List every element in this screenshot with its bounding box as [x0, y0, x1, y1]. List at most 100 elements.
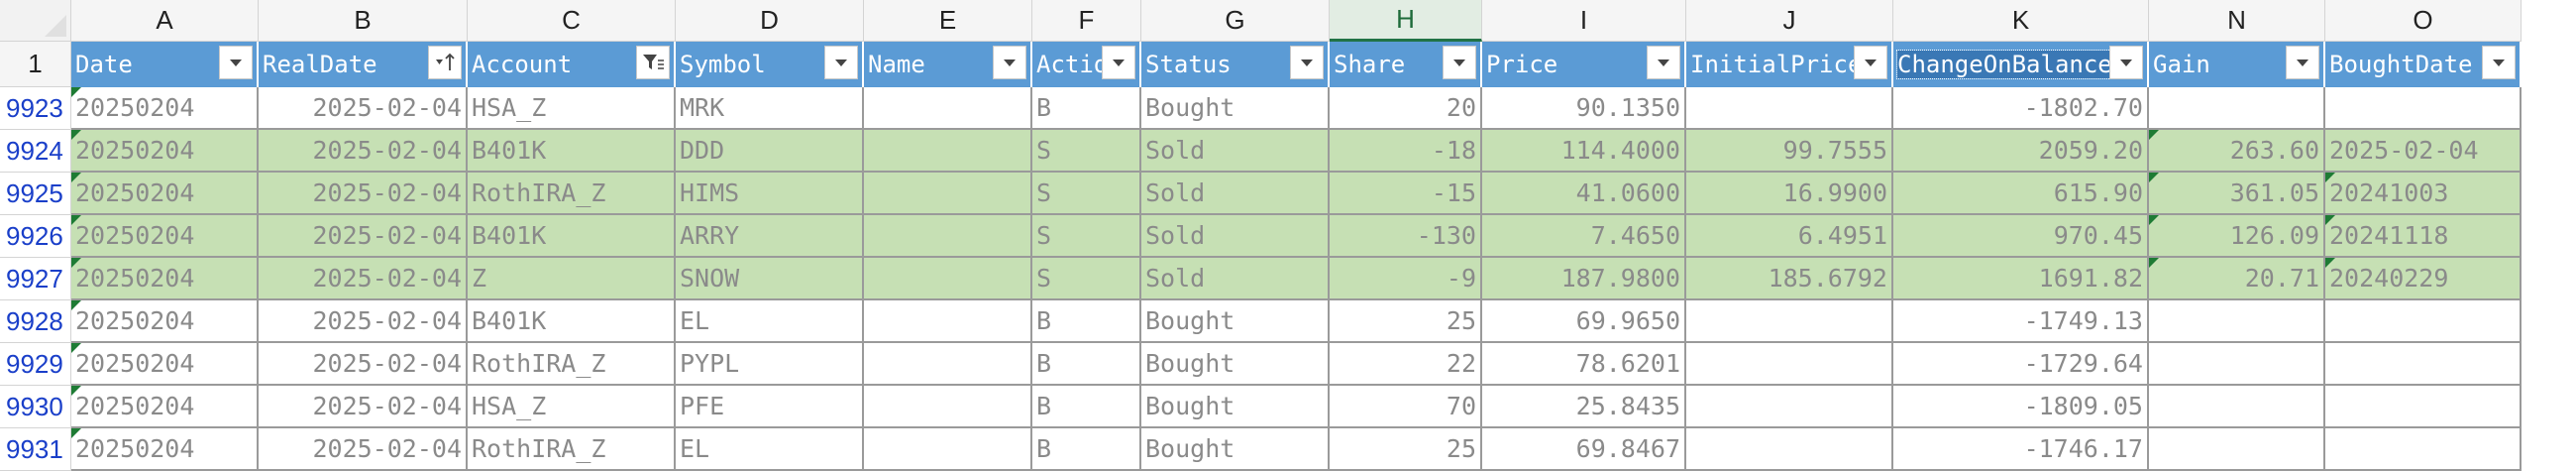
cell-share[interactable]: 25: [1330, 428, 1482, 471]
cell-account[interactable]: RothIRA_Z: [468, 428, 676, 471]
column-letter-i[interactable]: I: [1482, 0, 1686, 42]
cell-changeonbalance[interactable]: -1809.05: [1893, 386, 2149, 428]
cell-changeonbalance[interactable]: -1749.13: [1893, 300, 2149, 343]
cell-share[interactable]: 70: [1330, 386, 1482, 428]
cell-realdate[interactable]: 2025-02-04: [259, 300, 468, 343]
filter-dropdown-button[interactable]: [824, 46, 858, 79]
cell-initialprice[interactable]: 6.4951: [1686, 215, 1893, 258]
cell-symbol[interactable]: EL: [676, 300, 864, 343]
header-cell-price[interactable]: Price: [1482, 42, 1686, 87]
cell-price[interactable]: 7.4650: [1482, 215, 1686, 258]
header-cell-share[interactable]: Share: [1330, 42, 1482, 87]
cell-action[interactable]: S: [1032, 258, 1141, 300]
cell-name[interactable]: [864, 130, 1032, 173]
cell-boughtdate[interactable]: 2025-02-04: [2325, 130, 2522, 173]
cell-account[interactable]: HSA_Z: [468, 386, 676, 428]
filter-dropdown-button[interactable]: [1647, 46, 1680, 79]
cell-share[interactable]: -15: [1330, 173, 1482, 215]
cell-name[interactable]: [864, 258, 1032, 300]
cell-account[interactable]: B401K: [468, 130, 676, 173]
cell-action[interactable]: S: [1032, 173, 1141, 215]
cell-gain[interactable]: 263.60: [2149, 130, 2325, 173]
cell-price[interactable]: 25.8435: [1482, 386, 1686, 428]
filter-dropdown-button[interactable]: [2109, 46, 2143, 79]
column-letter-c[interactable]: C: [468, 0, 676, 42]
cell-share[interactable]: -130: [1330, 215, 1482, 258]
cell-date[interactable]: 20250204: [71, 386, 259, 428]
filter-dropdown-button[interactable]: [636, 46, 670, 79]
cell-changeonbalance[interactable]: 615.90: [1893, 173, 2149, 215]
cell-status[interactable]: Bought: [1141, 87, 1330, 130]
header-cell-date[interactable]: Date: [71, 42, 259, 87]
column-letter-a[interactable]: A: [71, 0, 259, 42]
column-letter-j[interactable]: J: [1686, 0, 1893, 42]
row-number[interactable]: 9925: [0, 173, 71, 215]
cell-status[interactable]: Sold: [1141, 173, 1330, 215]
cell-action[interactable]: S: [1032, 130, 1141, 173]
cell-name[interactable]: [864, 173, 1032, 215]
cell-changeonbalance[interactable]: -1802.70: [1893, 87, 2149, 130]
header-cell-account[interactable]: Account: [468, 42, 676, 87]
filter-dropdown-button[interactable]: [1854, 46, 1887, 79]
column-letter-g[interactable]: G: [1141, 0, 1330, 42]
cell-action[interactable]: B: [1032, 300, 1141, 343]
cell-price[interactable]: 69.9650: [1482, 300, 1686, 343]
row-number[interactable]: 9929: [0, 343, 71, 386]
cell-symbol[interactable]: PFE: [676, 386, 864, 428]
cell-action[interactable]: B: [1032, 87, 1141, 130]
cell-boughtdate[interactable]: 20241118: [2325, 215, 2522, 258]
cell-realdate[interactable]: 2025-02-04: [259, 130, 468, 173]
header-cell-initialprice[interactable]: InitialPrice: [1686, 42, 1893, 87]
column-letter-k[interactable]: K: [1893, 0, 2149, 42]
cell-name[interactable]: [864, 87, 1032, 130]
column-letter-d[interactable]: D: [676, 0, 864, 42]
cell-initialprice[interactable]: [1686, 300, 1893, 343]
cell-changeonbalance[interactable]: -1729.64: [1893, 343, 2149, 386]
cell-grid[interactable]: Date RealDate Account Symbol Name Action Statu…: [71, 42, 2522, 471]
row-number[interactable]: 9924: [0, 130, 71, 173]
cell-boughtdate[interactable]: 20241003: [2325, 173, 2522, 215]
cell-gain[interactable]: 20.71: [2149, 258, 2325, 300]
column-letter-b[interactable]: B: [259, 0, 468, 42]
header-cell-status[interactable]: Status: [1141, 42, 1330, 87]
cell-price[interactable]: 114.4000: [1482, 130, 1686, 173]
row-number[interactable]: 9923: [0, 87, 71, 130]
cell-realdate[interactable]: 2025-02-04: [259, 386, 468, 428]
cell-account[interactable]: B401K: [468, 300, 676, 343]
cell-initialprice[interactable]: [1686, 386, 1893, 428]
cell-gain[interactable]: 361.05: [2149, 173, 2325, 215]
header-cell-name[interactable]: Name: [864, 42, 1032, 87]
cell-status[interactable]: Sold: [1141, 215, 1330, 258]
cell-gain[interactable]: 126.09: [2149, 215, 2325, 258]
filter-dropdown-button[interactable]: [428, 46, 462, 79]
cell-price[interactable]: 187.9800: [1482, 258, 1686, 300]
cell-boughtdate[interactable]: [2325, 386, 2522, 428]
cell-realdate[interactable]: 2025-02-04: [259, 428, 468, 471]
cell-realdate[interactable]: 2025-02-04: [259, 87, 468, 130]
row-number[interactable]: 9928: [0, 300, 71, 343]
cell-action[interactable]: B: [1032, 343, 1141, 386]
cell-account[interactable]: B401K: [468, 215, 676, 258]
row-number[interactable]: 9926: [0, 215, 71, 258]
cell-changeonbalance[interactable]: -1746.17: [1893, 428, 2149, 471]
cell-boughtdate[interactable]: [2325, 343, 2522, 386]
row-number[interactable]: 9930: [0, 386, 71, 428]
cell-gain[interactable]: [2149, 386, 2325, 428]
column-letter-n[interactable]: N: [2149, 0, 2325, 42]
cell-date[interactable]: 20250204: [71, 258, 259, 300]
column-letter-f[interactable]: F: [1032, 0, 1141, 42]
cell-initialprice[interactable]: [1686, 343, 1893, 386]
cell-symbol[interactable]: MRK: [676, 87, 864, 130]
cell-status[interactable]: Bought: [1141, 300, 1330, 343]
cell-date[interactable]: 20250204: [71, 87, 259, 130]
cell-name[interactable]: [864, 343, 1032, 386]
cell-symbol[interactable]: ARRY: [676, 215, 864, 258]
cell-gain[interactable]: [2149, 428, 2325, 471]
cell-initialprice[interactable]: [1686, 428, 1893, 471]
cell-initialprice[interactable]: 16.9900: [1686, 173, 1893, 215]
cell-initialprice[interactable]: 99.7555: [1686, 130, 1893, 173]
cell-symbol[interactable]: PYPL: [676, 343, 864, 386]
cell-symbol[interactable]: HIMS: [676, 173, 864, 215]
cell-share[interactable]: -9: [1330, 258, 1482, 300]
